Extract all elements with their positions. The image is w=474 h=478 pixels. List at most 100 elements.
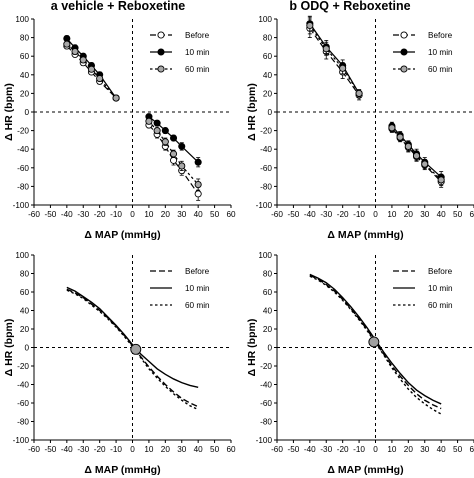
x-tick-label: 20 <box>404 445 414 454</box>
y-tick-label: 0 <box>24 344 29 353</box>
y-tick-label: -80 <box>17 418 29 427</box>
x-tick-label: -20 <box>337 445 349 454</box>
x-axis-title: Δ MAP (mmHg) <box>327 464 403 476</box>
x-tick-label: 0 <box>373 445 378 454</box>
y-axis-title: Δ HR (bpm) <box>3 83 15 141</box>
y-axis-title: Δ HR (bpm) <box>246 83 258 141</box>
y-tick-label: -60 <box>260 164 272 173</box>
x-tick-label: -40 <box>61 445 73 454</box>
x-tick-label: -40 <box>304 210 316 219</box>
data-point <box>161 127 169 135</box>
series-60-min <box>66 289 199 411</box>
x-tick-label: -60 <box>271 445 283 454</box>
x-tick-label: -40 <box>61 210 73 219</box>
series-line <box>66 43 117 99</box>
y-tick-label: -60 <box>17 399 29 408</box>
legend-label: Before <box>185 31 210 40</box>
x-tick-label: -30 <box>77 210 89 219</box>
y-tick-label: -60 <box>260 399 272 408</box>
x-tick-label: -20 <box>94 210 106 219</box>
x-axis-title: Δ MAP (mmHg) <box>84 464 160 476</box>
legend-marker <box>400 31 408 39</box>
legend-label: 60 min <box>185 301 210 310</box>
y-tick-label: -40 <box>260 381 272 390</box>
x-tick-label: -10 <box>110 210 122 219</box>
y-tick-label: -80 <box>260 182 272 191</box>
y-tick-label: 100 <box>258 251 272 260</box>
y-tick-label: 80 <box>20 270 30 279</box>
x-tick-label: -30 <box>320 210 332 219</box>
data-point <box>161 138 169 146</box>
data-point <box>388 124 396 132</box>
x-tick-label: 60 <box>226 445 236 454</box>
legend-label: 10 min <box>428 48 453 57</box>
data-point <box>437 176 445 184</box>
legend-label: Before <box>428 31 453 40</box>
x-tick-label: 40 <box>194 210 204 219</box>
x-tick-label: 30 <box>177 210 187 219</box>
y-tick-label: -40 <box>17 145 29 154</box>
y-tick-label: 80 <box>20 34 30 43</box>
y-tick-label: 100 <box>15 15 29 24</box>
panel-b_top: b ODQ + Reboxetine-60 -50 -40 -30 -20 -10 0 10 2… <box>246 0 474 241</box>
series-line <box>66 289 199 411</box>
y-tick-label: 20 <box>263 89 273 98</box>
data-point <box>87 65 96 73</box>
legend: Before 10 min 60 min <box>393 267 453 310</box>
x-tick-label: 60 <box>226 210 236 219</box>
y-tick-label: 20 <box>20 89 30 98</box>
x-tick-label: -30 <box>320 445 332 454</box>
data-point <box>322 45 330 53</box>
data-point <box>306 21 314 30</box>
y-tick-label: -20 <box>260 127 272 136</box>
data-point <box>169 150 178 158</box>
data-point <box>194 158 202 166</box>
x-tick-label: 10 <box>387 445 397 454</box>
data-point <box>412 152 421 160</box>
x-tick-label: -30 <box>77 445 89 454</box>
x-tick-label: 50 <box>210 210 220 219</box>
y-tick-label: -80 <box>260 418 272 427</box>
x-tick-label: -50 <box>44 210 56 219</box>
y-tick-label: 40 <box>20 307 30 316</box>
data-point <box>421 160 429 168</box>
x-tick-label: 50 <box>453 210 463 219</box>
y-tick-label: 100 <box>258 15 272 24</box>
x-tick-label: -50 <box>287 210 299 219</box>
y-tick-label: 100 <box>15 251 29 260</box>
midpoint-marker <box>130 343 142 355</box>
panel-a_top: a vehicle + Reboxetine -60 -50 -40 -30 -20 -10… <box>3 0 236 241</box>
legend: Before 10 min 60 min <box>150 267 210 310</box>
x-tick-label: -50 <box>44 445 56 454</box>
series-60-min <box>63 40 202 191</box>
legend-label: 60 min <box>428 65 453 74</box>
y-tick-label: -100 <box>256 436 273 445</box>
legend: Before 10 min 60 min <box>150 31 210 74</box>
data-point <box>355 89 363 97</box>
data-point <box>194 180 202 189</box>
panel-title: a vehicle + Reboxetine <box>51 0 185 13</box>
x-tick-label: 10 <box>144 445 154 454</box>
series-60-min <box>306 16 445 186</box>
data-point <box>339 64 347 72</box>
series-10-min <box>66 286 199 388</box>
data-point <box>178 162 186 170</box>
x-tick-label: -50 <box>287 445 299 454</box>
y-tick-label: 40 <box>263 307 273 316</box>
y-tick-label: 0 <box>24 108 29 117</box>
x-tick-label: -10 <box>353 210 365 219</box>
legend-marker <box>157 31 165 39</box>
series-line <box>66 286 199 388</box>
x-tick-label: -20 <box>94 445 106 454</box>
legend-marker <box>157 48 165 56</box>
legend-label: 60 min <box>428 301 453 310</box>
data-point <box>96 74 104 83</box>
y-tick-label: -40 <box>260 145 272 154</box>
legend-marker <box>400 48 408 56</box>
y-tick-label: -80 <box>17 182 29 191</box>
y-tick-label: 20 <box>263 325 273 334</box>
y-tick-label: 80 <box>263 270 273 279</box>
data-point <box>404 142 412 150</box>
x-tick-label: 10 <box>387 210 397 219</box>
legend-label: 10 min <box>428 284 453 293</box>
